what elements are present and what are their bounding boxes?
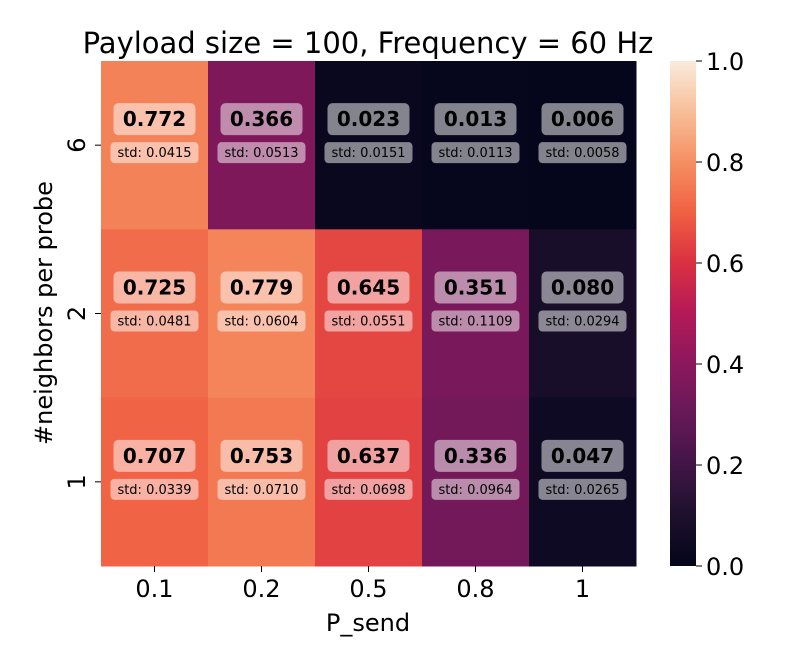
value-label-box	[113, 103, 196, 136]
value-label: 0.006	[551, 107, 614, 131]
std-label: std: 0.1109	[438, 315, 512, 330]
std-label-box	[217, 478, 306, 500]
std-label: std: 0.0513	[224, 146, 298, 161]
std-label: std: 0.0964	[438, 483, 512, 498]
value-label: 0.080	[551, 276, 614, 300]
chart-title: Payload size = 100, Frequency = 60 Hz	[83, 26, 654, 60]
std-label-box	[431, 478, 520, 500]
value-label: 0.023	[337, 107, 400, 131]
y-axis-ticks: 6 2 1	[63, 138, 101, 489]
value-label-box	[113, 439, 196, 472]
value-label-box	[327, 103, 410, 136]
colorbar-tick-label: 0.0	[706, 553, 744, 581]
std-label: std: 0.0265	[545, 483, 619, 498]
std-label: std: 0.0481	[117, 315, 191, 330]
y-tick-label: 6	[63, 138, 91, 153]
value-label: 0.366	[230, 107, 293, 131]
std-label: std: 0.0294	[545, 315, 619, 330]
std-label-box	[431, 310, 520, 332]
colorbar: 0.0 0.2 0.4 0.6 0.8 1.0	[670, 48, 744, 581]
value-label: 0.707	[123, 444, 186, 468]
y-tick-label: 1	[63, 474, 91, 489]
std-label-box	[110, 310, 199, 332]
std-label: std: 0.0113	[438, 146, 512, 161]
colorbar-tick-label: 0.2	[706, 452, 744, 480]
value-label-box	[434, 439, 517, 472]
x-tick-label: 0.2	[242, 575, 280, 603]
std-label: std: 0.0551	[331, 315, 405, 330]
value-label-box	[327, 271, 410, 304]
value-label-box	[113, 271, 196, 304]
std-label: std: 0.0698	[331, 483, 405, 498]
colorbar-tick-label: 0.8	[706, 149, 744, 177]
value-label: 0.645	[337, 276, 400, 300]
value-label: 0.351	[444, 276, 507, 300]
x-tick-label: 0.1	[135, 575, 173, 603]
std-label-box	[538, 310, 627, 332]
std-label: std: 0.0151	[331, 146, 405, 161]
colorbar-tick-label: 0.4	[706, 351, 744, 379]
value-label-box	[541, 271, 624, 304]
x-axis-label: P_send	[326, 609, 410, 637]
value-label: 0.013	[444, 107, 507, 131]
value-label-box	[434, 271, 517, 304]
std-label-box	[324, 478, 413, 500]
x-tick-label: 1	[575, 575, 590, 603]
colorbar-tick-label: 0.6	[706, 250, 744, 278]
value-label: 0.725	[123, 276, 186, 300]
value-label-box	[541, 103, 624, 136]
std-label-box	[217, 142, 306, 164]
value-label: 0.772	[123, 107, 186, 131]
x-tick-label: 0.8	[456, 575, 494, 603]
value-label: 0.047	[551, 444, 614, 468]
value-label-box	[327, 439, 410, 472]
std-label: std: 0.0710	[224, 483, 298, 498]
x-tick-label: 0.5	[349, 575, 387, 603]
value-label-box	[220, 271, 303, 304]
x-axis-ticks: 0.1 0.2 0.5 0.8 1	[135, 566, 590, 603]
std-label: std: 0.0339	[117, 483, 191, 498]
value-label-box	[541, 439, 624, 472]
value-label-box	[434, 103, 517, 136]
std-label-box	[110, 142, 199, 164]
value-label-box	[220, 439, 303, 472]
std-label-box	[324, 310, 413, 332]
std-label-box	[324, 142, 413, 164]
y-axis-label: #neighbors per probe	[30, 181, 58, 445]
std-label-box	[217, 310, 306, 332]
value-label-box	[220, 103, 303, 136]
value-label: 0.753	[230, 444, 293, 468]
std-label-box	[538, 142, 627, 164]
std-label: std: 0.0058	[545, 146, 619, 161]
std-label-box	[110, 478, 199, 500]
std-label: std: 0.0604	[224, 315, 298, 330]
heatmap-cells: 0.772 std: 0.0415 0.366 std: 0.0513 0.023 std…	[101, 61, 637, 567]
value-label: 0.637	[337, 444, 400, 468]
y-tick-label: 2	[63, 306, 91, 321]
value-label: 0.336	[444, 444, 507, 468]
colorbar-gradient	[670, 61, 696, 566]
std-label: std: 0.0415	[117, 146, 191, 161]
colorbar-tick-label: 1.0	[706, 48, 744, 76]
std-label-box	[538, 478, 627, 500]
std-label-box	[431, 142, 520, 164]
value-label: 0.779	[230, 276, 293, 300]
